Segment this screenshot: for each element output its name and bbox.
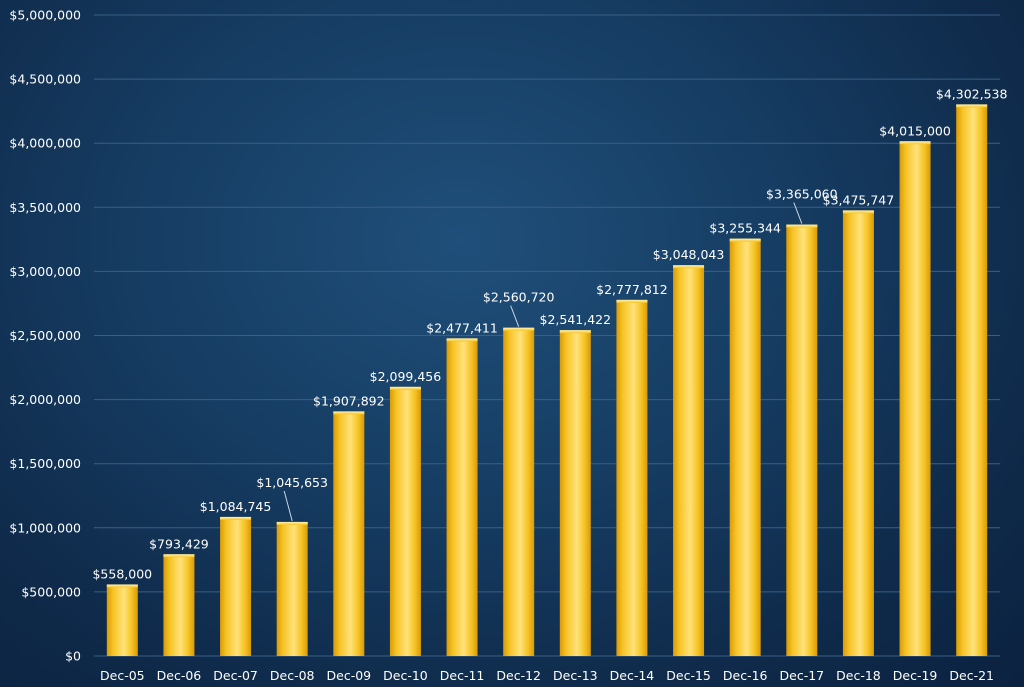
y-tick-label: $500,000 bbox=[21, 584, 81, 599]
data-label: $2,099,456 bbox=[370, 369, 442, 384]
bar bbox=[446, 338, 478, 656]
bar-cap bbox=[616, 299, 648, 303]
data-label: $1,907,892 bbox=[313, 393, 385, 408]
data-label: $4,015,000 bbox=[879, 123, 951, 138]
bar-cap bbox=[956, 104, 988, 108]
x-tick-label: Dec-08 bbox=[270, 668, 315, 683]
y-axis-ticks: $0 $500,000 $1,000,000 $1,500,000 $2,000,000… bbox=[9, 8, 81, 664]
bars bbox=[106, 104, 988, 657]
bar-cap bbox=[729, 238, 761, 242]
bar-cap bbox=[333, 411, 365, 415]
y-tick-label: $4,000,000 bbox=[9, 136, 81, 151]
data-label: $3,475,747 bbox=[823, 192, 895, 207]
bar bbox=[673, 265, 705, 656]
bar bbox=[333, 411, 365, 656]
bar-cap bbox=[389, 386, 421, 390]
bar-cap bbox=[559, 330, 591, 334]
bar bbox=[503, 327, 535, 656]
bar-cap bbox=[786, 224, 818, 228]
y-tick-label: $1,000,000 bbox=[9, 520, 81, 535]
x-tick-label: Dec-07 bbox=[213, 668, 258, 683]
y-tick-label: $2,000,000 bbox=[9, 392, 81, 407]
y-tick-label: $1,500,000 bbox=[9, 456, 81, 471]
data-label: $3,255,344 bbox=[709, 221, 781, 236]
data-label: $4,302,538 bbox=[936, 86, 1008, 101]
bar bbox=[559, 330, 591, 656]
x-tick-label: Dec-15 bbox=[666, 668, 711, 683]
bar bbox=[786, 224, 818, 656]
x-tick-label: Dec-09 bbox=[327, 668, 372, 683]
bar bbox=[842, 210, 874, 656]
bar bbox=[729, 238, 761, 656]
data-label: $793,429 bbox=[149, 536, 209, 551]
bar bbox=[106, 584, 138, 656]
y-tick-label: $5,000,000 bbox=[9, 8, 81, 23]
data-label: $558,000 bbox=[92, 566, 152, 581]
leader-line bbox=[510, 305, 520, 327]
bar bbox=[956, 104, 988, 657]
data-label: $2,777,812 bbox=[596, 282, 668, 297]
bar-cap bbox=[899, 141, 931, 145]
leader-line bbox=[793, 202, 803, 224]
x-tick-label: Dec-17 bbox=[780, 668, 825, 683]
bar-cap bbox=[220, 516, 252, 520]
x-tick-label: Dec-11 bbox=[440, 668, 485, 683]
bar bbox=[276, 521, 308, 656]
x-tick-label: Dec-05 bbox=[100, 668, 145, 683]
y-tick-label: $2,500,000 bbox=[9, 328, 81, 343]
bar bbox=[220, 516, 252, 656]
x-tick-label: Dec-16 bbox=[723, 668, 768, 683]
x-tick-label: Dec-10 bbox=[383, 668, 428, 683]
x-tick-label: Dec-13 bbox=[553, 668, 598, 683]
bar-cap bbox=[106, 584, 138, 588]
x-tick-label: Dec-06 bbox=[157, 668, 202, 683]
x-tick-label: Dec-14 bbox=[610, 668, 655, 683]
bar-cap bbox=[503, 327, 535, 331]
data-label: $2,560,720 bbox=[483, 290, 555, 305]
x-tick-label: Dec-19 bbox=[893, 668, 938, 683]
x-tick-label: Dec-18 bbox=[836, 668, 881, 683]
bar bbox=[163, 554, 195, 656]
data-label: $2,541,422 bbox=[540, 312, 612, 327]
bar bbox=[389, 386, 421, 656]
data-label: $2,477,411 bbox=[426, 320, 498, 335]
x-axis-ticks: Dec-05 Dec-06 Dec-07 Dec-08 Dec-09 Dec-10 Dec-… bbox=[100, 668, 994, 683]
data-label: $1,045,653 bbox=[256, 475, 328, 490]
data-label: $3,365,060 bbox=[766, 187, 838, 202]
bar-cap bbox=[673, 265, 705, 269]
bar-cap bbox=[842, 210, 874, 214]
bar-cap bbox=[163, 554, 195, 558]
x-tick-label: Dec-12 bbox=[496, 668, 541, 683]
leader-line bbox=[283, 490, 293, 522]
bar bbox=[899, 141, 931, 657]
data-label: $3,048,043 bbox=[653, 247, 725, 262]
bar-cap bbox=[276, 521, 308, 525]
y-tick-label: $3,500,000 bbox=[9, 200, 81, 215]
bar bbox=[616, 299, 648, 656]
y-tick-label: $0 bbox=[65, 649, 81, 664]
bar-cap bbox=[446, 338, 478, 342]
data-labels: $558,000 $793,429 $1,084,745 $1,045,653 $1,9… bbox=[92, 86, 1007, 581]
y-tick-label: $4,500,000 bbox=[9, 72, 81, 87]
data-label: $1,084,745 bbox=[200, 499, 272, 514]
x-tick-label: Dec-21 bbox=[949, 668, 994, 683]
y-tick-label: $3,000,000 bbox=[9, 264, 81, 279]
